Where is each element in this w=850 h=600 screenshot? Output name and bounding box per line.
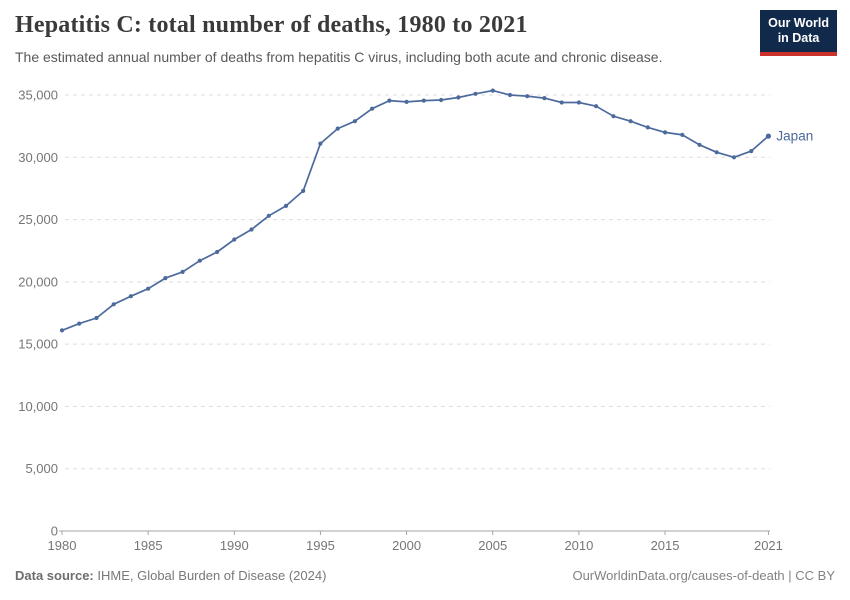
data-point [387, 98, 392, 103]
chart-footer: Data source: IHME, Global Burden of Dise… [15, 568, 835, 583]
data-point [163, 276, 168, 281]
data-source-text: IHME, Global Burden of Disease (2024) [93, 568, 327, 583]
japan-line [61, 89, 770, 332]
data-point [542, 96, 547, 101]
data-point [663, 130, 668, 135]
chart-subtitle: The estimated annual number of deaths fr… [15, 49, 663, 65]
data-point [439, 97, 444, 103]
data-point [576, 100, 582, 105]
y-tick-label: 5,000 [25, 461, 58, 476]
x-tick-label: 2000 [392, 538, 421, 553]
data-point [714, 150, 719, 155]
data-point [352, 119, 357, 124]
x-tick-label: 1995 [306, 538, 335, 553]
data-point [77, 321, 82, 326]
data-point [335, 126, 340, 131]
data-point [111, 302, 116, 307]
data-point [645, 125, 650, 130]
x-tick-label: 2005 [478, 538, 507, 553]
y-tick-label: 0 [51, 524, 58, 539]
data-point [197, 258, 202, 263]
data-point [594, 104, 599, 109]
data-point [404, 99, 409, 104]
x-tick-label: 1985 [134, 538, 163, 553]
x-tick-label: 2021 [754, 538, 783, 553]
data-point [697, 142, 702, 147]
data-point [421, 98, 426, 103]
x-tick-label: 1990 [220, 538, 249, 553]
owid-logo[interactable]: Our World in Data [760, 10, 837, 56]
logo-line2: in Data [777, 31, 820, 46]
data-point [232, 237, 237, 242]
data-point [473, 91, 478, 96]
logo-line1: Our World [768, 16, 829, 30]
data-point [318, 141, 323, 146]
data-point [490, 88, 495, 93]
data-source-label: Data source: [15, 568, 94, 583]
y-tick-label: 20,000 [18, 274, 58, 289]
data-point [731, 155, 737, 160]
data-point [456, 95, 461, 100]
entity-label-japan: Japan [776, 129, 813, 144]
data-point [525, 94, 530, 99]
y-tick-label: 25,000 [18, 212, 58, 227]
data-point [215, 249, 220, 255]
data-point [507, 92, 513, 98]
data-point [180, 269, 185, 274]
y-tick-label: 35,000 [18, 88, 58, 103]
data-point [283, 203, 289, 208]
data-point [628, 119, 633, 124]
data-point [266, 213, 271, 218]
x-tick-label: 2015 [651, 538, 680, 553]
credit-link[interactable]: OurWorldinData.org/causes-of-death | CC … [572, 568, 835, 583]
y-tick-label: 30,000 [18, 150, 58, 165]
data-point [680, 132, 685, 137]
chart-title: Hepatitis C: total number of deaths, 198… [15, 12, 528, 38]
data-source: Data source: IHME, Global Burden of Dise… [15, 568, 326, 583]
data-point [146, 286, 151, 291]
y-tick-label: 15,000 [18, 337, 58, 352]
data-point [249, 227, 254, 232]
y-tick-label: 10,000 [18, 399, 58, 414]
data-point [128, 294, 133, 299]
data-point [559, 100, 564, 105]
data-point [301, 188, 306, 193]
data-point [749, 149, 754, 154]
chart-header: Hepatitis C: total number of deaths, 198… [15, 10, 837, 65]
data-point [765, 133, 772, 139]
data-point [59, 328, 65, 333]
data-point [370, 106, 375, 111]
data-point [611, 114, 616, 119]
data-point [94, 315, 99, 321]
x-tick-label: 1980 [48, 538, 77, 553]
x-tick-label: 2010 [564, 538, 593, 553]
